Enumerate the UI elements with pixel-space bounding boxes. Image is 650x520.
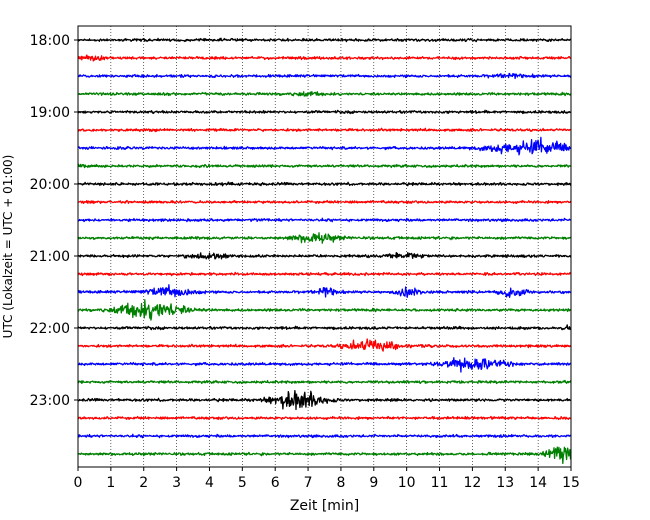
trace-2030 bbox=[77, 217, 572, 223]
trace-2215 bbox=[77, 338, 572, 352]
trace-2100 bbox=[77, 251, 572, 260]
x-tick-label: 11 bbox=[431, 475, 449, 491]
x-tick-label: 10 bbox=[398, 475, 416, 491]
trace-2130 bbox=[77, 284, 572, 298]
trace-2015 bbox=[77, 199, 572, 205]
y-tick-label: 18:00 bbox=[30, 33, 70, 49]
x-axis-label: Zeit [min] bbox=[290, 498, 359, 514]
x-tick-label: 9 bbox=[369, 475, 378, 491]
trace-2330 bbox=[77, 433, 572, 439]
y-tick-label: 22:00 bbox=[30, 321, 70, 337]
y-axis-label: UTC (Lokalzeit = UTC + 01:00) bbox=[1, 155, 15, 339]
plot-frame bbox=[77, 25, 572, 468]
trace-2230 bbox=[77, 357, 572, 373]
trace-1845 bbox=[77, 91, 572, 97]
trace-1945 bbox=[77, 163, 572, 169]
trace-2045 bbox=[77, 232, 572, 244]
seismogram-traces bbox=[77, 37, 572, 465]
trace-1900 bbox=[77, 109, 572, 115]
y-tick-label: 23:00 bbox=[30, 393, 70, 409]
x-tick-label: 3 bbox=[172, 475, 181, 491]
x-tick-label: 2 bbox=[139, 475, 148, 491]
y-tick-label: 19:00 bbox=[30, 105, 70, 121]
x-tick-label: 12 bbox=[463, 475, 481, 491]
trace-1915 bbox=[77, 127, 572, 133]
x-tick-label: 0 bbox=[74, 475, 83, 491]
trace-2115 bbox=[77, 271, 572, 277]
trace-2245 bbox=[77, 379, 572, 385]
trace-1830 bbox=[77, 72, 572, 80]
trace-1930 bbox=[77, 136, 572, 156]
trace-2345 bbox=[77, 446, 572, 465]
x-tick-label: 1 bbox=[106, 475, 115, 491]
axis-ticks: 0 1 2 3 4 5 6 7 8 9 10 11 12 13 14 1518:0019:0020:0021:… bbox=[30, 33, 580, 491]
trace-2315 bbox=[77, 415, 572, 421]
x-tick-label: 4 bbox=[205, 475, 214, 491]
x-tick-label: 15 bbox=[562, 475, 580, 491]
y-tick-label: 21:00 bbox=[30, 249, 70, 265]
trace-2000 bbox=[77, 181, 572, 187]
y-tick-label: 20:00 bbox=[30, 177, 70, 193]
x-tick-label: 13 bbox=[496, 475, 514, 491]
x-tick-label: 8 bbox=[336, 475, 345, 491]
x-tick-label: 14 bbox=[529, 475, 547, 491]
x-tick-label: 5 bbox=[238, 475, 247, 491]
trace-2200 bbox=[77, 324, 572, 331]
trace-2145 bbox=[77, 299, 572, 321]
trace-1800 bbox=[77, 37, 572, 43]
trace-2300 bbox=[77, 389, 572, 411]
x-tick-label: 7 bbox=[304, 475, 313, 491]
trace-1815 bbox=[77, 54, 572, 62]
x-tick-label: 6 bbox=[271, 475, 280, 491]
